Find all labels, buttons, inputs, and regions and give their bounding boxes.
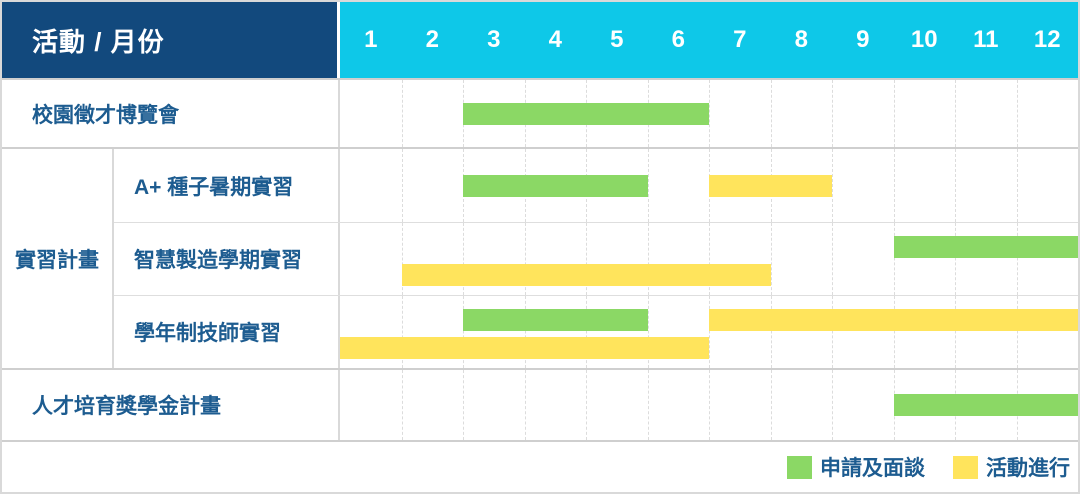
month-gridline xyxy=(401,370,403,440)
month-gridline xyxy=(647,223,649,295)
month-gridline xyxy=(955,149,956,222)
month-gridline xyxy=(832,149,833,222)
month-label: 8 xyxy=(794,26,808,53)
row-label: 智慧製造學期實習 xyxy=(114,223,340,295)
chart-cell xyxy=(340,223,1078,295)
month-gridline xyxy=(1016,80,1018,147)
month-label: 3 xyxy=(487,26,501,53)
month-gridline xyxy=(832,223,833,295)
bar-ongoing xyxy=(709,309,1078,331)
month-gridline xyxy=(893,223,895,295)
month-gridline xyxy=(401,149,403,222)
month-label: 9 xyxy=(856,26,870,53)
month-gridline xyxy=(709,296,710,368)
month-gridline xyxy=(586,370,587,440)
activity-month-header: 活動 / 月份 xyxy=(2,2,340,78)
month-gridline xyxy=(893,149,895,222)
group-subrows: A+ 種子暑期實習 智慧製造學期實習 學年制技師實習 xyxy=(114,149,1078,368)
month-gridline xyxy=(647,296,649,368)
bar-apply xyxy=(463,174,648,197)
month-gridline xyxy=(1016,296,1018,368)
bar-ongoing xyxy=(401,264,771,286)
legend-item: 活動進行 xyxy=(953,452,1070,482)
month-label: 12 xyxy=(1033,26,1061,53)
month-gridline xyxy=(524,370,526,440)
row-label: 人才培育獎學金計畫 xyxy=(2,370,340,440)
month-gridline xyxy=(893,296,895,368)
month-gridline xyxy=(893,80,895,147)
legend-item: 申請及面談 xyxy=(787,452,925,482)
legend-swatch-apply xyxy=(787,455,812,479)
table-header-row: 活動 / 月份 1 2 3 4 5 6 7 8 9 10 11 12 xyxy=(2,2,1078,78)
bar-apply xyxy=(463,102,709,125)
group-row: 實習計畫 A+ 種子暑期實習 智慧製造學期實習 學年制技師實習 xyxy=(2,147,1078,368)
legend: 申請及面談 活動進行 xyxy=(2,440,1078,492)
month-label: 4 xyxy=(548,26,562,53)
group-label: 實習計畫 xyxy=(2,149,114,368)
chart-cell xyxy=(340,80,1078,147)
month-label: 2 xyxy=(425,26,439,53)
month-label: 6 xyxy=(671,26,685,53)
month-gridline xyxy=(1016,149,1018,222)
month-gridline xyxy=(955,80,956,147)
legend-swatch-ongoing xyxy=(953,455,978,479)
month-gridline xyxy=(832,80,833,147)
bar-apply xyxy=(463,309,648,331)
month-gridline xyxy=(832,370,833,440)
row-label: A+ 種子暑期實習 xyxy=(114,149,340,222)
month-gridline xyxy=(709,370,710,440)
chart-cell xyxy=(340,370,1078,440)
month-gridline xyxy=(770,370,772,440)
table-row: A+ 種子暑期實習 xyxy=(114,149,1078,222)
legend-label: 申請及面談 xyxy=(820,457,925,480)
bar-ongoing xyxy=(340,337,709,359)
row-label: 學年制技師實習 xyxy=(114,296,340,368)
month-gridline xyxy=(586,296,587,368)
month-gridline xyxy=(463,296,464,368)
bar-apply xyxy=(893,394,1078,416)
month-label: 7 xyxy=(733,26,747,53)
month-gridline xyxy=(709,223,710,295)
month-gridline xyxy=(770,296,772,368)
month-header-strip: 1 2 3 4 5 6 7 8 9 10 11 12 xyxy=(340,2,1078,78)
bar-apply xyxy=(893,236,1078,258)
chart-cell xyxy=(340,149,1078,222)
month-label: 10 xyxy=(910,26,938,53)
month-label: 5 xyxy=(610,26,624,53)
bar-ongoing xyxy=(709,174,832,197)
month-gridline xyxy=(955,296,956,368)
month-gridline xyxy=(832,296,833,368)
month-gridline xyxy=(647,370,649,440)
table-row: 智慧製造學期實習 xyxy=(114,222,1078,295)
table-row: 人才培育獎學金計畫 xyxy=(2,368,1078,440)
month-gridline xyxy=(647,149,649,222)
month-gridline xyxy=(463,370,464,440)
chart-body: 校園徵才博覽會 實習計畫 A+ 種子暑期實習 智慧製造學期實習 學年制技師實習 人才培育獎… xyxy=(2,78,1078,440)
chart-cell xyxy=(340,296,1078,368)
table-row: 學年制技師實習 xyxy=(114,295,1078,368)
month-gridline xyxy=(1016,223,1018,295)
row-label: 校園徵才博覽會 xyxy=(2,80,340,147)
table-row: 校園徵才博覽會 xyxy=(2,78,1078,147)
month-label: 1 xyxy=(364,26,378,53)
month-gridline xyxy=(401,296,403,368)
month-gridline xyxy=(709,80,710,147)
month-gridline xyxy=(401,80,403,147)
month-gridline xyxy=(586,223,587,295)
month-gridline xyxy=(955,223,956,295)
month-gridline xyxy=(401,223,403,295)
month-gridline xyxy=(770,80,772,147)
month-label: 11 xyxy=(973,26,999,53)
month-gridline xyxy=(524,223,526,295)
legend-label: 活動進行 xyxy=(986,457,1070,480)
month-gridline xyxy=(463,223,464,295)
month-gridline xyxy=(770,223,772,295)
month-gridline xyxy=(524,296,526,368)
